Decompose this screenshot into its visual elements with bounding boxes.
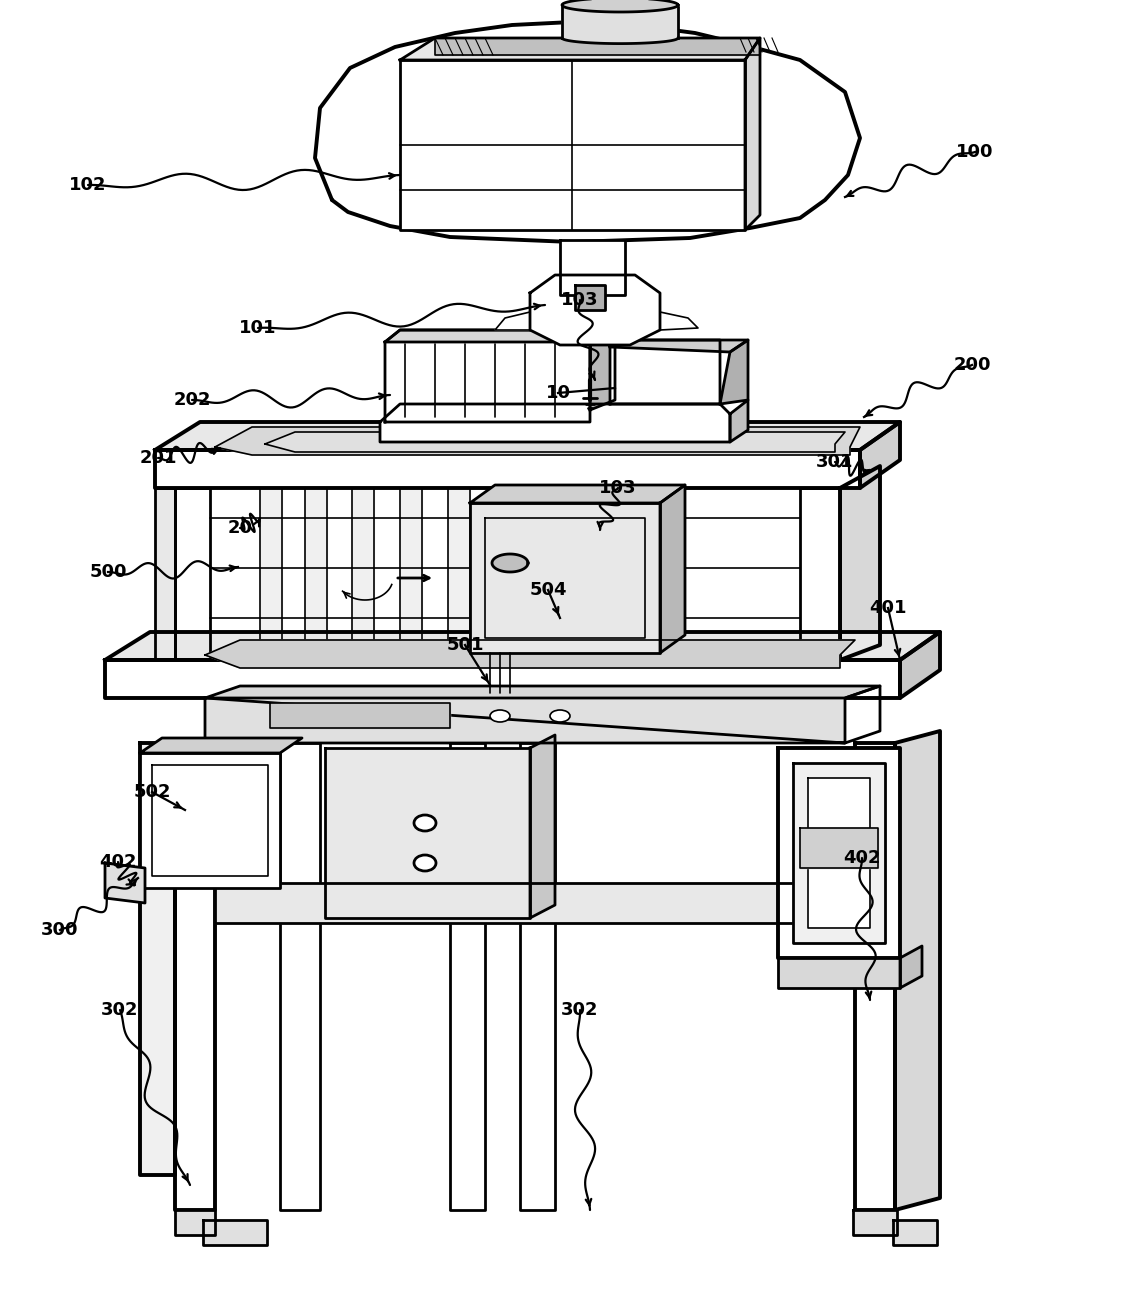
Polygon shape: [450, 743, 485, 1210]
Polygon shape: [260, 488, 283, 660]
Polygon shape: [562, 5, 678, 43]
Ellipse shape: [414, 855, 436, 870]
Polygon shape: [745, 38, 760, 230]
Polygon shape: [855, 743, 895, 1210]
Text: 201: 201: [140, 449, 177, 467]
Polygon shape: [860, 422, 900, 488]
Text: 302: 302: [562, 1001, 598, 1019]
Polygon shape: [105, 660, 900, 698]
Polygon shape: [175, 488, 210, 660]
Text: 100: 100: [956, 144, 994, 161]
Polygon shape: [202, 1220, 267, 1245]
Polygon shape: [140, 743, 175, 1174]
Polygon shape: [730, 401, 748, 442]
Polygon shape: [105, 632, 940, 660]
Text: 20: 20: [228, 519, 253, 536]
Polygon shape: [495, 312, 530, 330]
Polygon shape: [470, 502, 660, 652]
Polygon shape: [205, 686, 880, 743]
Polygon shape: [215, 427, 860, 455]
Polygon shape: [310, 22, 865, 240]
Polygon shape: [205, 686, 880, 698]
Polygon shape: [435, 38, 760, 55]
Text: 302: 302: [102, 1001, 138, 1019]
Polygon shape: [900, 632, 940, 698]
Polygon shape: [895, 731, 940, 1210]
Text: 103: 103: [599, 479, 637, 497]
Text: 103: 103: [562, 291, 598, 309]
Polygon shape: [154, 422, 900, 450]
Polygon shape: [778, 958, 900, 988]
Polygon shape: [352, 488, 374, 660]
Polygon shape: [105, 863, 145, 903]
Polygon shape: [305, 488, 327, 660]
Polygon shape: [400, 488, 422, 660]
Text: 500: 500: [89, 562, 127, 581]
Text: 300: 300: [41, 921, 79, 940]
Ellipse shape: [490, 710, 510, 722]
Polygon shape: [270, 703, 450, 728]
Polygon shape: [154, 488, 175, 660]
Polygon shape: [800, 827, 877, 868]
Polygon shape: [900, 946, 922, 988]
Polygon shape: [893, 1220, 937, 1245]
Text: 101: 101: [239, 318, 277, 337]
Text: 402: 402: [100, 853, 137, 870]
Polygon shape: [386, 330, 590, 422]
Polygon shape: [315, 22, 860, 241]
Polygon shape: [175, 1210, 215, 1235]
Text: 301: 301: [817, 453, 853, 471]
Polygon shape: [325, 748, 530, 917]
Polygon shape: [561, 240, 625, 295]
Polygon shape: [280, 743, 320, 1210]
Polygon shape: [808, 778, 869, 928]
Polygon shape: [778, 748, 900, 958]
Text: 504: 504: [530, 581, 566, 599]
Polygon shape: [853, 1210, 897, 1235]
Polygon shape: [720, 341, 748, 405]
Polygon shape: [265, 432, 845, 452]
Text: 10: 10: [546, 384, 571, 402]
Text: 102: 102: [70, 176, 106, 194]
Polygon shape: [386, 330, 615, 342]
Polygon shape: [400, 38, 760, 60]
Text: 202: 202: [173, 392, 210, 408]
Polygon shape: [205, 639, 855, 668]
Text: 402: 402: [843, 850, 881, 867]
Polygon shape: [380, 405, 730, 442]
Polygon shape: [448, 488, 470, 660]
Polygon shape: [154, 450, 860, 488]
Polygon shape: [590, 330, 615, 410]
Polygon shape: [660, 312, 698, 330]
Polygon shape: [140, 753, 280, 887]
Ellipse shape: [550, 710, 570, 722]
Polygon shape: [610, 341, 748, 352]
Polygon shape: [492, 555, 529, 572]
Polygon shape: [575, 284, 605, 311]
Polygon shape: [660, 485, 685, 652]
Polygon shape: [840, 466, 880, 660]
Polygon shape: [140, 739, 302, 753]
Polygon shape: [470, 485, 685, 502]
Polygon shape: [610, 341, 720, 405]
Polygon shape: [521, 743, 555, 1210]
Text: 200: 200: [953, 356, 991, 375]
Text: 502: 502: [133, 783, 170, 801]
Polygon shape: [215, 883, 855, 923]
Polygon shape: [400, 60, 745, 230]
Text: 401: 401: [869, 599, 907, 617]
Ellipse shape: [414, 816, 436, 831]
Polygon shape: [530, 275, 660, 345]
Polygon shape: [793, 763, 885, 944]
Polygon shape: [175, 743, 215, 1210]
Polygon shape: [800, 488, 840, 660]
Polygon shape: [530, 735, 555, 917]
Polygon shape: [562, 0, 678, 12]
Text: 501: 501: [446, 636, 484, 654]
